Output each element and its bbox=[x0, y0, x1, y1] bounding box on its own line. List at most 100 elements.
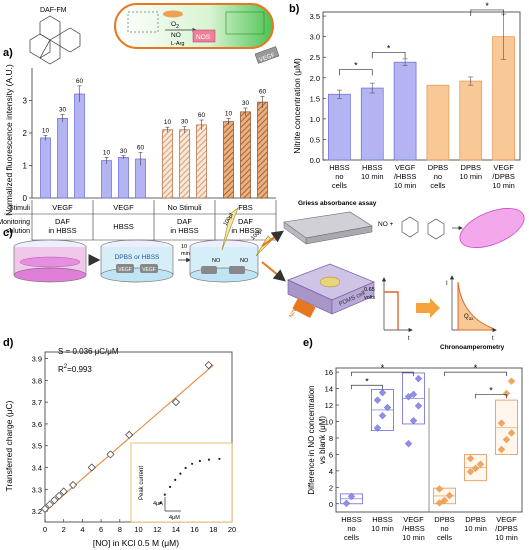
o2-label: O2 bbox=[171, 21, 179, 30]
well-plate bbox=[283, 211, 373, 245]
vegf-chip-2 bbox=[140, 264, 158, 273]
b-bar bbox=[328, 93, 351, 161]
e-ytick-label: 14 bbox=[325, 385, 333, 394]
a-bar bbox=[40, 137, 51, 199]
a-monitor-cell: in HBSS bbox=[231, 226, 259, 235]
b-category-label: 10 min bbox=[361, 172, 384, 181]
panel-a-chart: 0 1 2 3 10 30 60 10 30 60 10 30 60 10 30 60 bbox=[23, 68, 276, 203]
b-category-label: 10 min bbox=[492, 181, 515, 190]
a-bar bbox=[162, 129, 173, 199]
d-point bbox=[41, 504, 49, 513]
e-point bbox=[507, 377, 516, 385]
d-inset-point bbox=[218, 457, 221, 460]
reagent-structure bbox=[401, 216, 445, 240]
e-ytick-label: 4 bbox=[329, 467, 333, 476]
a-monitor-cell: in HBSS bbox=[48, 226, 76, 235]
q-label: Qox bbox=[464, 314, 474, 321]
d-point bbox=[171, 398, 180, 407]
e-point bbox=[507, 429, 516, 437]
e-category-label: VEGF bbox=[403, 515, 424, 524]
arrow-to-pdms bbox=[261, 261, 286, 282]
b-category-label: DPBS bbox=[428, 163, 448, 172]
b-sig-1-bracket bbox=[339, 69, 373, 76]
a-ytick-label: 0 bbox=[23, 194, 28, 203]
b-category-label: VEGF bbox=[493, 163, 514, 172]
b-ytick-label: 1.0 bbox=[310, 115, 320, 124]
a-row-label-solution: solution bbox=[6, 228, 30, 235]
d-ytick-label: 3.3 bbox=[32, 485, 42, 494]
a-row-label-stimuli: Stimuli bbox=[9, 205, 30, 212]
a-stimuli-cell: VEGF bbox=[113, 203, 134, 212]
d-point bbox=[59, 487, 68, 496]
e-category-label: VEGF bbox=[496, 515, 517, 524]
a-monitor-cell: in HBSS bbox=[170, 226, 198, 235]
d-inset-ylabel: Peak current bbox=[139, 466, 145, 500]
decay-i: I bbox=[446, 281, 448, 287]
b-ytick-label: 1.5 bbox=[310, 94, 320, 103]
probe-fluorescent bbox=[225, 11, 265, 35]
a-bar-label: 30 bbox=[181, 119, 189, 126]
a-bar-label: 60 bbox=[137, 145, 145, 152]
panel-d: d) Transferred charge (μC) [NO] in KCl 0… bbox=[3, 337, 236, 548]
d-inset-yscale: 4μA bbox=[153, 501, 163, 507]
e-category-label: DPBS bbox=[465, 515, 485, 524]
current-decay bbox=[449, 275, 497, 333]
e-sig-1-star: * bbox=[365, 376, 369, 386]
a-bar-label: 10 bbox=[42, 127, 50, 134]
e-category-label: HBSS bbox=[372, 515, 392, 524]
no-in-dish-2: NO bbox=[240, 258, 249, 264]
volts-unit: volts bbox=[364, 295, 376, 301]
d-inset-point bbox=[168, 485, 172, 488]
e-point bbox=[471, 464, 480, 473]
panel-b-ylabel: Nitrite concentration (μM) bbox=[292, 58, 302, 154]
d-inset-point bbox=[207, 458, 211, 461]
e-sig-1-bracket bbox=[351, 384, 383, 390]
panel-e-ylabel-2: vs blank (μM) bbox=[318, 416, 327, 465]
griess-title: Griess absorbance assay bbox=[298, 200, 377, 207]
b-category-label: HBSS bbox=[362, 163, 382, 172]
e-ytick-label: 0 bbox=[329, 500, 333, 509]
e-sig-4-bracket bbox=[475, 393, 507, 399]
panel-a: a) DAF-FM O2 NO NOS L-Arg VEGF Normalize… bbox=[0, 3, 280, 241]
d-ytick-label: 3.5 bbox=[32, 442, 42, 451]
d-ytick-label: 3.7 bbox=[32, 398, 42, 407]
panel-b: b) Nitrite concentration (μM) 0.0 0.5 1.0 1… bbox=[289, 1, 521, 190]
d-xtick-label: 2 bbox=[62, 525, 66, 534]
b-category-label: /DPBS bbox=[492, 172, 515, 181]
no-in-dish-1: NO bbox=[212, 258, 221, 264]
no-plus: NO + bbox=[378, 221, 394, 228]
a-monitor-cell: HBSS bbox=[113, 222, 133, 231]
e-sig-3-bracket bbox=[444, 371, 507, 377]
a-stimuli-cell: No Stimuli bbox=[167, 203, 202, 212]
b-ytick-label: 2.0 bbox=[310, 74, 320, 83]
d-inset-point bbox=[174, 478, 177, 481]
d-ytick-label: 3.6 bbox=[32, 420, 42, 429]
a-bar-label: 10 bbox=[103, 149, 111, 156]
e-ytick-label: 8 bbox=[329, 434, 333, 443]
e-sig-2-star: * bbox=[381, 363, 385, 373]
panel-d-ylabel: Transferred charge (μC) bbox=[4, 400, 14, 491]
e-point bbox=[497, 419, 506, 427]
e-point bbox=[466, 467, 475, 476]
panel-e-label: e) bbox=[303, 337, 313, 349]
e-point bbox=[466, 454, 475, 463]
electrode-label: NiNE bbox=[288, 304, 299, 318]
e-point bbox=[440, 496, 449, 505]
panel-d-label: d) bbox=[3, 337, 14, 349]
d-point bbox=[69, 480, 78, 489]
a-bar bbox=[257, 101, 268, 199]
a-ytick-label: 3 bbox=[23, 97, 28, 106]
d-ytick-label: 3.9 bbox=[32, 355, 42, 364]
d-point bbox=[50, 496, 59, 505]
d-inset-point bbox=[163, 493, 166, 496]
e-point bbox=[409, 416, 418, 425]
pdms-cell bbox=[287, 263, 375, 318]
b-category-label: DPBS bbox=[461, 163, 481, 172]
potential-step bbox=[381, 277, 413, 333]
panel-e: e) Difference in NO concentration vs bla… bbox=[303, 337, 523, 542]
probe-name: DAF-FM bbox=[40, 7, 67, 14]
b-sig-2-star: * bbox=[387, 43, 391, 53]
e-point bbox=[383, 403, 392, 412]
d-xtick-label: 4 bbox=[80, 525, 84, 534]
